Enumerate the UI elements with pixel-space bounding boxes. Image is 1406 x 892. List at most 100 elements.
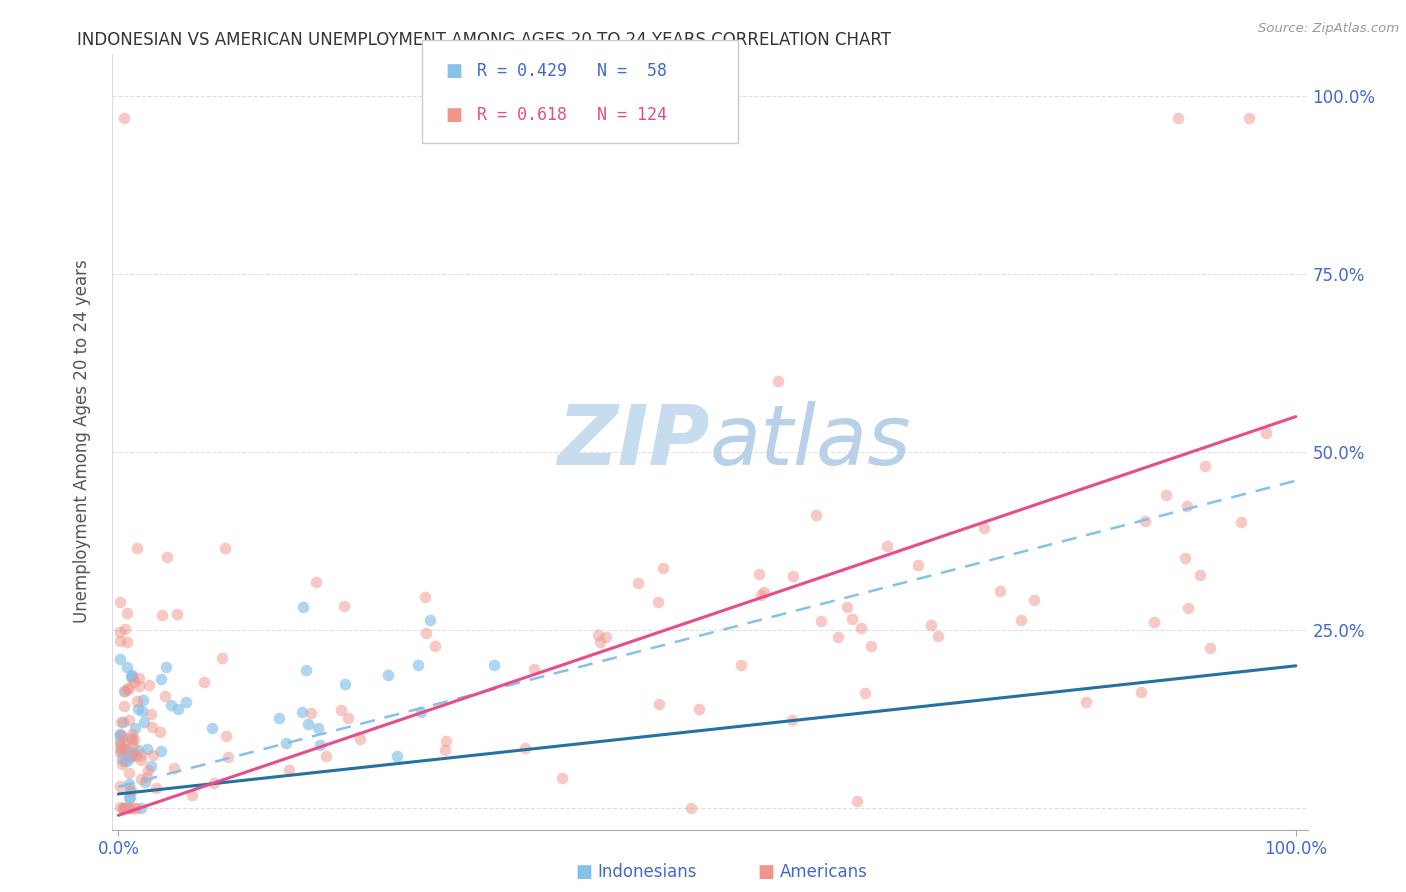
Point — [112, 111, 135, 125]
Point — [434, 734, 457, 748]
Point — [387, 749, 409, 764]
Point — [860, 639, 883, 653]
Point — [111, 801, 134, 815]
Point — [110, 744, 132, 758]
Point — [907, 558, 929, 572]
Point — [201, 721, 224, 735]
Point — [315, 749, 337, 764]
Point — [139, 759, 162, 773]
Point — [973, 521, 995, 535]
Point — [114, 684, 136, 698]
Point — [166, 607, 188, 622]
Point — [120, 783, 142, 797]
Point — [108, 745, 131, 759]
Point — [1230, 515, 1253, 529]
Point — [1074, 695, 1097, 709]
Point — [117, 681, 139, 696]
Point — [114, 801, 136, 815]
Point — [1177, 600, 1199, 615]
Point — [180, 789, 202, 803]
Point — [595, 630, 617, 644]
Point — [810, 615, 832, 629]
Point — [108, 595, 131, 609]
Point — [111, 801, 134, 815]
Point — [142, 747, 165, 762]
Point — [145, 781, 167, 796]
Point — [163, 760, 186, 774]
Point — [1135, 514, 1157, 528]
Point — [124, 801, 146, 815]
Point — [648, 697, 671, 711]
Point — [111, 729, 134, 743]
Point — [1194, 459, 1216, 474]
Point — [131, 705, 153, 719]
Point — [1175, 500, 1198, 514]
Point — [108, 739, 131, 753]
Point — [349, 731, 371, 746]
Point — [515, 741, 537, 756]
Point — [122, 738, 145, 752]
Point — [118, 750, 141, 764]
Point — [117, 777, 139, 791]
Point — [127, 743, 149, 757]
Point — [423, 639, 446, 653]
Point — [115, 634, 138, 648]
Point — [118, 801, 141, 815]
Point — [136, 770, 159, 784]
Point — [112, 683, 135, 698]
Point — [122, 732, 145, 747]
Point — [121, 671, 143, 685]
Text: ■: ■ — [446, 62, 463, 79]
Point — [920, 618, 942, 632]
Point — [780, 713, 803, 727]
Point — [121, 668, 143, 682]
Y-axis label: Unemployment Among Ages 20 to 24 years: Unemployment Among Ages 20 to 24 years — [73, 260, 91, 624]
Point — [108, 727, 131, 741]
Point — [138, 763, 160, 777]
Point — [111, 756, 134, 771]
Point — [108, 625, 131, 640]
Point — [132, 693, 155, 707]
Point — [927, 629, 949, 643]
Point — [730, 657, 752, 672]
Point — [647, 595, 669, 609]
Point — [845, 794, 868, 808]
Point — [120, 801, 142, 815]
Point — [121, 727, 143, 741]
Point — [139, 706, 162, 721]
Point — [118, 713, 141, 727]
Point — [295, 663, 318, 677]
Point — [849, 621, 872, 635]
Point — [153, 689, 176, 703]
Point — [377, 668, 399, 682]
Point — [1198, 640, 1220, 655]
Point — [267, 711, 290, 725]
Point — [114, 801, 136, 815]
Point — [988, 583, 1011, 598]
Point — [413, 590, 436, 604]
Point — [336, 711, 359, 725]
Point — [160, 698, 183, 712]
Point — [127, 701, 149, 715]
Point — [111, 742, 134, 756]
Point — [681, 801, 703, 815]
Point — [1010, 613, 1032, 627]
Text: R = 0.429   N =  58: R = 0.429 N = 58 — [477, 62, 666, 79]
Point — [149, 744, 172, 758]
Point — [752, 585, 775, 599]
Point — [652, 561, 675, 575]
Point — [782, 569, 804, 583]
Point — [415, 626, 437, 640]
Point — [117, 606, 139, 620]
Text: ■: ■ — [575, 863, 592, 881]
Point — [129, 748, 152, 763]
Text: Indonesians: Indonesians — [598, 863, 697, 881]
Point — [108, 652, 131, 666]
Point — [291, 705, 314, 719]
Point — [111, 715, 134, 730]
Point — [333, 677, 356, 691]
Point — [589, 635, 612, 649]
Text: INDONESIAN VS AMERICAN UNEMPLOYMENT AMONG AGES 20 TO 24 YEARS CORRELATION CHART: INDONESIAN VS AMERICAN UNEMPLOYMENT AMON… — [77, 31, 891, 49]
Point — [118, 766, 141, 780]
Point — [841, 612, 863, 626]
